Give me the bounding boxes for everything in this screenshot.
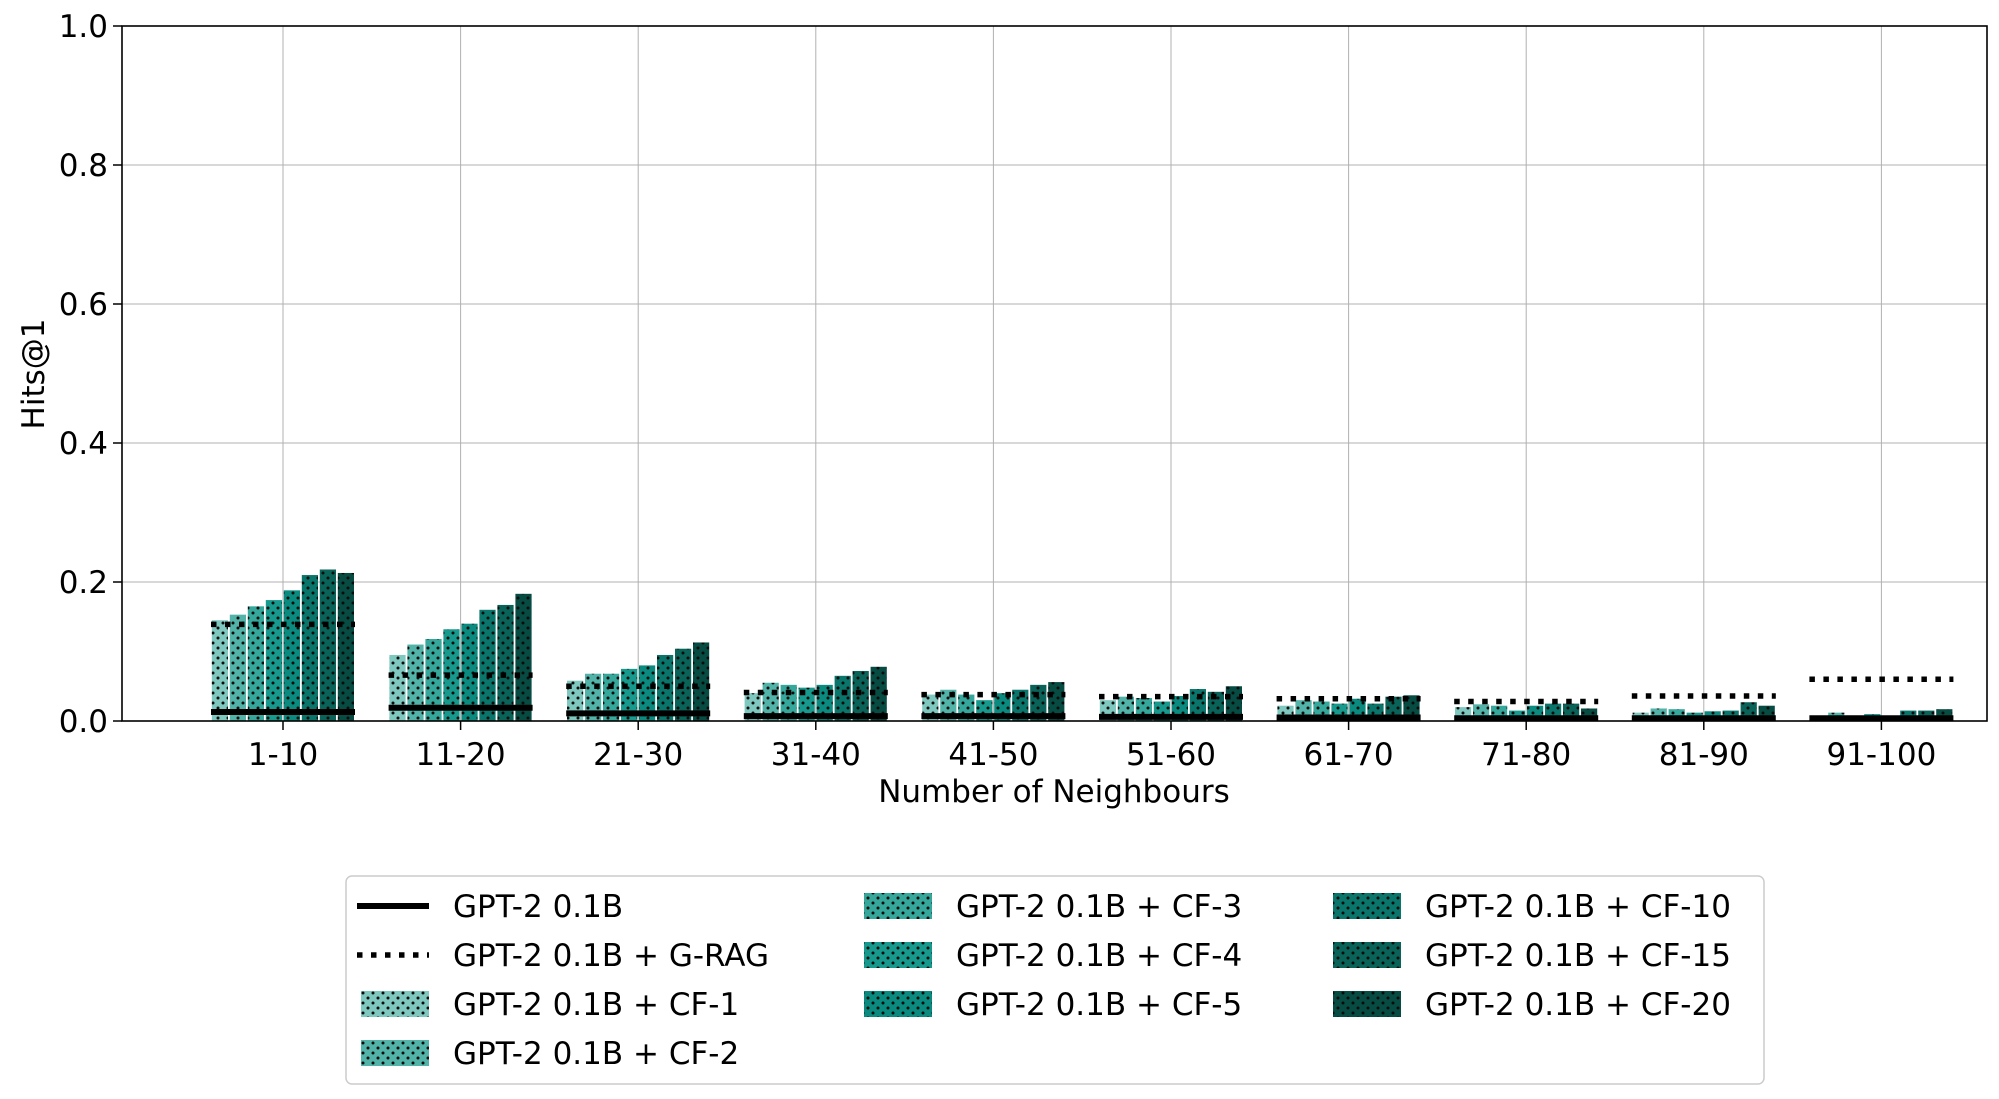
bar: [515, 593, 532, 721]
y-axis-label: Hits@1: [16, 319, 52, 430]
y-tick-label: 0.6: [59, 287, 108, 323]
legend-swatch-bar: [864, 893, 932, 919]
bar: [1668, 709, 1685, 721]
plot-frame: [121, 25, 1988, 722]
x-tick-label: 71-80: [1481, 737, 1571, 773]
x-axis-ticks: 1-10 11-20 21-30 31-40 41-50 51-60 61-70 71-80 8…: [248, 721, 1936, 773]
bar: [780, 684, 797, 721]
bar: [693, 642, 710, 721]
legend-label: GPT-2 0.1B + CF-2: [453, 1036, 739, 1072]
x-tick-label: 41-50: [948, 737, 1038, 773]
bar: [798, 687, 815, 721]
bar: [211, 620, 228, 721]
legend-box: [345, 875, 1765, 1085]
bar: [247, 606, 264, 721]
bar: [461, 623, 478, 721]
bar: [852, 670, 869, 721]
legend-label: GPT-2 0.1B + CF-4: [956, 938, 1242, 974]
legend: GPT-2 0.1B GPT-2 0.1B + G-RAG GPT-2 0.1B +…: [345, 875, 1765, 1085]
bar: [425, 638, 442, 721]
x-axis-label: Number of Neighbours: [878, 774, 1230, 810]
y-axis-ticks: 0.0 0.2 0.4 0.6 0.8 1.0: [59, 9, 122, 740]
x-tick-label: 31-40: [771, 737, 861, 773]
legend-swatch-bar: [361, 991, 429, 1017]
bar: [301, 575, 318, 721]
bar: [337, 572, 354, 721]
bar: [479, 609, 496, 721]
y-tick-label: 1.0: [59, 9, 108, 45]
legend-swatch-bar: [1333, 893, 1401, 919]
bar: [639, 665, 656, 721]
x-tick-label: 91-100: [1826, 737, 1936, 773]
legend-swatch-bar: [1333, 942, 1401, 968]
y-tick-label: 0.0: [59, 704, 108, 740]
x-tick-label: 11-20: [416, 737, 506, 773]
legend-swatch-bar: [864, 942, 932, 968]
legend-label: GPT-2 0.1B + CF-20: [1425, 987, 1731, 1023]
legend-label: GPT-2 0.1B: [453, 889, 623, 925]
bar: [265, 600, 282, 721]
bar: [1048, 682, 1065, 721]
x-tick-label: 51-60: [1126, 737, 1216, 773]
bar: [443, 629, 460, 721]
bar: [229, 614, 246, 721]
baseline-lines: [211, 621, 1954, 722]
plot-area: [122, 26, 1987, 721]
legend-label: GPT-2 0.1B + CF-10: [1425, 889, 1731, 925]
y-tick-label: 0.2: [59, 565, 108, 601]
bar: [870, 666, 887, 721]
bar: [621, 668, 638, 721]
legend-label: GPT-2 0.1B + G-RAG: [453, 938, 769, 974]
bar: [319, 569, 336, 721]
legend-swatch-bar: [864, 991, 932, 1017]
legend-label: GPT-2 0.1B + CF-5: [956, 987, 1242, 1023]
legend-swatch-bar: [1333, 991, 1401, 1017]
legend-swatch-bar: [361, 1040, 429, 1066]
legend-label: GPT-2 0.1B + CF-1: [453, 987, 739, 1023]
bar: [407, 644, 424, 721]
y-tick-label: 0.8: [59, 148, 108, 184]
x-tick-label: 21-30: [593, 737, 683, 773]
bar: [389, 654, 406, 721]
x-tick-label: 81-90: [1659, 737, 1749, 773]
legend-label: GPT-2 0.1B + CF-3: [956, 889, 1242, 925]
bar: [497, 604, 514, 721]
bar: [603, 673, 620, 721]
bar: [1936, 709, 1953, 721]
bar: [834, 675, 851, 721]
legend-label: GPT-2 0.1B + CF-15: [1425, 938, 1731, 974]
x-tick-label: 61-70: [1304, 737, 1394, 773]
y-tick-label: 0.4: [59, 426, 108, 462]
x-tick-label: 1-10: [248, 737, 318, 773]
bar: [283, 590, 300, 721]
